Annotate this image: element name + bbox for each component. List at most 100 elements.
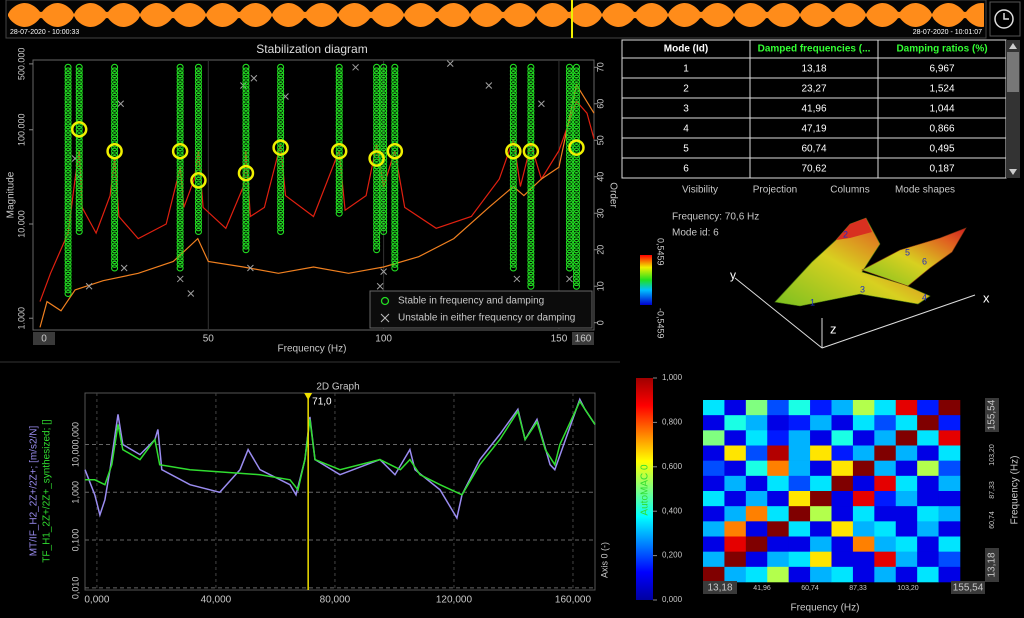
tab[interactable]: Projection xyxy=(753,185,797,196)
table-cell[interactable]: 0,187 xyxy=(929,164,954,175)
stable-pole xyxy=(391,103,399,111)
stable-pole xyxy=(277,180,285,188)
stable-pole xyxy=(373,242,381,250)
stable-pole xyxy=(373,129,381,137)
mac-cell xyxy=(938,536,961,552)
stable-pole xyxy=(111,114,119,122)
y2-tick-label: 60 xyxy=(595,99,605,109)
selected-pole[interactable] xyxy=(70,121,88,138)
stable-pole xyxy=(527,213,535,221)
stable-pole xyxy=(64,147,72,155)
stable-pole xyxy=(176,249,184,257)
clock-button[interactable] xyxy=(989,1,1021,37)
selected-pole[interactable] xyxy=(505,142,522,160)
selected-pole[interactable] xyxy=(106,142,123,160)
mac-cell xyxy=(874,475,897,492)
table-cell[interactable]: 23,27 xyxy=(801,84,826,95)
stable-pole xyxy=(194,195,203,203)
mac-cell xyxy=(703,475,725,492)
table-cell[interactable]: 3 xyxy=(683,104,689,115)
stable-pole xyxy=(572,198,581,206)
cursor-handle[interactable] xyxy=(304,393,313,400)
selected-pole[interactable] xyxy=(171,142,189,160)
stable-pole xyxy=(64,162,72,170)
scroll-thumb[interactable] xyxy=(1007,52,1019,92)
stable-pole xyxy=(111,216,119,225)
tab-bar[interactable]: Visibility Projection Columns Mode shapes xyxy=(682,185,955,196)
mac-cell xyxy=(724,536,747,552)
selected-pole[interactable] xyxy=(237,164,255,182)
unstable-pole xyxy=(566,275,573,283)
table-cell[interactable]: 0,495 xyxy=(929,144,954,155)
table-cell[interactable]: 0,866 xyxy=(929,124,954,135)
table-cell[interactable]: 6 xyxy=(683,164,689,175)
table-cell[interactable]: 6,967 xyxy=(929,64,954,75)
stable-pole xyxy=(527,220,535,228)
clock-icon[interactable] xyxy=(994,9,1014,29)
tab[interactable]: Columns xyxy=(830,185,869,196)
selected-pole[interactable] xyxy=(190,172,207,189)
stable-pole xyxy=(194,78,203,86)
table-cell[interactable]: 60,74 xyxy=(801,144,826,155)
stable-pole xyxy=(509,81,517,90)
stable-pole xyxy=(335,96,343,104)
table-cell[interactable]: 5 xyxy=(683,144,689,155)
stable-pole xyxy=(176,191,184,199)
table-cell[interactable]: 2 xyxy=(683,84,689,95)
stable-pole xyxy=(373,224,381,232)
table-cell[interactable]: 1,044 xyxy=(929,104,954,115)
stable-pole xyxy=(194,67,203,75)
stable-pole xyxy=(335,85,343,93)
stable-pole xyxy=(380,63,388,71)
stable-pole xyxy=(335,129,343,137)
selected-pole[interactable] xyxy=(522,142,540,160)
stable-pole xyxy=(64,165,72,174)
mac-cell xyxy=(810,400,832,416)
selected-pole[interactable] xyxy=(368,150,385,167)
mac-cell xyxy=(788,475,811,492)
table-cell[interactable]: 47,19 xyxy=(801,124,826,135)
stable-pole xyxy=(277,111,285,119)
stable-pole xyxy=(75,162,83,170)
stable-pole xyxy=(194,162,203,170)
selected-pole[interactable] xyxy=(386,142,404,160)
table-cell[interactable]: 13,18 xyxy=(801,64,826,75)
stable-pole xyxy=(380,198,388,206)
table-cell[interactable]: 1 xyxy=(683,64,689,75)
stable-pole xyxy=(527,176,535,184)
stable-pole xyxy=(380,111,388,119)
selected-pole[interactable] xyxy=(272,139,289,156)
tab[interactable]: Mode shapes xyxy=(895,185,955,196)
stable-pole xyxy=(64,264,72,272)
mac-cell xyxy=(724,415,747,431)
x-tick-label: 0 xyxy=(41,334,47,345)
unstable-pole xyxy=(446,60,454,68)
stable-pole xyxy=(509,71,517,79)
table-cell[interactable]: 4 xyxy=(683,124,689,135)
selected-pole[interactable] xyxy=(568,139,585,156)
stable-pole xyxy=(277,176,285,184)
table-cell[interactable]: 70,62 xyxy=(801,164,826,175)
tab[interactable]: Visibility xyxy=(682,185,718,196)
mac-cell xyxy=(895,521,918,537)
stable-pole xyxy=(111,249,119,257)
y-tick-label: 0,100 xyxy=(70,529,80,552)
legend-unstable-icon xyxy=(380,313,390,323)
stable-pole xyxy=(565,122,574,130)
table-cell[interactable]: 41,96 xyxy=(801,104,826,115)
selected-pole[interactable] xyxy=(330,142,348,160)
stable-pole xyxy=(242,184,250,192)
stable-pole xyxy=(509,187,517,195)
modes-table[interactable]: Mode (Id) Damped frequencies (... Damping … xyxy=(621,39,1020,179)
stable-pole xyxy=(335,78,343,86)
stable-pole xyxy=(572,111,581,119)
stable-pole xyxy=(176,220,184,228)
mac-cell xyxy=(810,475,832,492)
table-cell[interactable]: 1,524 xyxy=(929,84,954,95)
stable-pole xyxy=(335,81,343,90)
mac-cell xyxy=(745,521,768,537)
stable-pole xyxy=(509,257,517,265)
stable-pole xyxy=(380,118,388,126)
stable-pole xyxy=(509,224,517,232)
tick-box xyxy=(703,581,737,594)
